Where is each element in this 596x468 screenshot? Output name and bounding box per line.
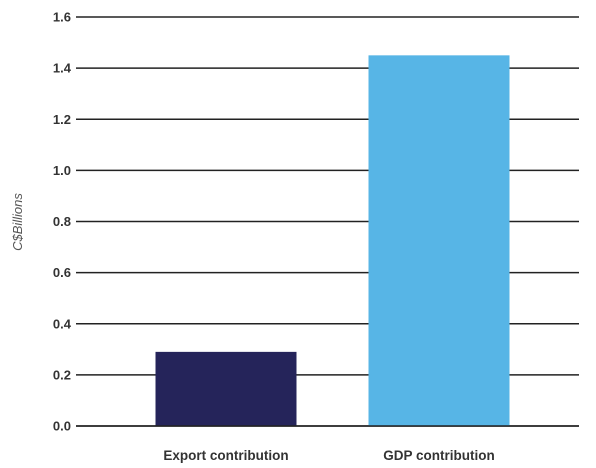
x-category-label: Export contribution — [163, 448, 288, 463]
y-tick-label: 1.2 — [53, 112, 71, 127]
y-tick-label: 0.0 — [53, 419, 71, 434]
y-tick-label: 0.4 — [53, 316, 72, 331]
y-tick-labels: 0.0 0.2 0.4 0.6 0.8 1.0 1.2 1.4 1.6 — [53, 10, 72, 434]
x-category-labels: Export contribution GDP contribution — [163, 448, 494, 463]
x-category-label: GDP contribution — [383, 448, 495, 463]
y-tick-label: 1.0 — [53, 163, 71, 178]
bars — [76, 55, 579, 427]
y-tick-label: 1.4 — [53, 61, 72, 76]
y-tick-label: 1.6 — [53, 10, 71, 25]
y-axis-title: C$Billions — [10, 193, 25, 251]
y-tick-label: 0.6 — [53, 265, 71, 280]
y-tick-label: 0.2 — [53, 367, 71, 382]
bar-gdp-contribution — [368, 55, 510, 426]
bar-export-contribution — [155, 351, 297, 426]
y-tick-label: 0.8 — [53, 214, 71, 229]
